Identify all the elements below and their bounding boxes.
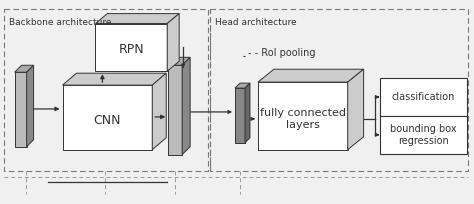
Polygon shape	[63, 85, 152, 150]
Polygon shape	[152, 73, 166, 150]
Bar	[210, 9, 468, 171]
Text: Head architecture: Head architecture	[215, 18, 297, 27]
Polygon shape	[235, 88, 245, 143]
Polygon shape	[15, 65, 34, 72]
Polygon shape	[258, 82, 347, 150]
Text: - - RoI pooling: - - RoI pooling	[248, 48, 316, 58]
Polygon shape	[15, 72, 27, 147]
Polygon shape	[27, 65, 34, 147]
Text: RPN: RPN	[118, 43, 144, 56]
Polygon shape	[95, 14, 179, 23]
Text: fully connected
layers: fully connected layers	[260, 108, 346, 130]
Text: Backbone architecture: Backbone architecture	[9, 18, 111, 27]
Polygon shape	[95, 23, 167, 71]
Text: bounding box
regression: bounding box regression	[390, 124, 457, 146]
Polygon shape	[168, 65, 182, 155]
Bar	[380, 116, 467, 154]
Text: CNN: CNN	[94, 114, 121, 127]
Polygon shape	[63, 73, 166, 85]
Bar	[4, 9, 208, 171]
Polygon shape	[235, 83, 250, 88]
Polygon shape	[182, 57, 190, 155]
Text: classification: classification	[392, 92, 455, 102]
Polygon shape	[167, 14, 179, 71]
Polygon shape	[258, 69, 364, 82]
Polygon shape	[347, 69, 364, 150]
Polygon shape	[168, 57, 190, 65]
Bar	[380, 78, 467, 116]
Polygon shape	[245, 83, 250, 143]
